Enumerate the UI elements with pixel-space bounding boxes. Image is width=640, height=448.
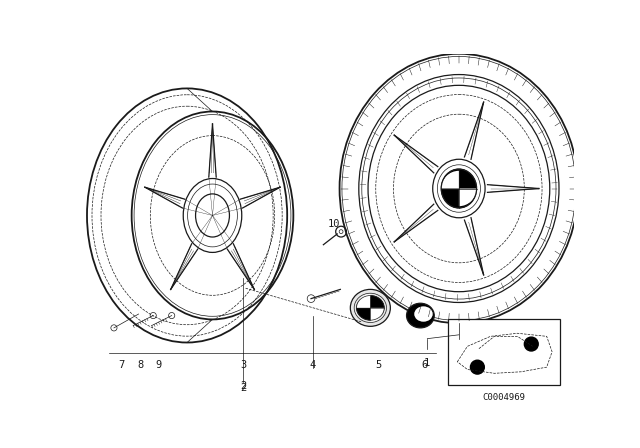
Text: 9: 9: [156, 360, 162, 370]
Text: 4: 4: [310, 360, 316, 370]
Text: 3: 3: [240, 360, 246, 370]
Ellipse shape: [406, 303, 435, 328]
Ellipse shape: [350, 289, 390, 326]
Text: 2: 2: [240, 383, 246, 393]
Circle shape: [470, 360, 484, 374]
Text: 7: 7: [118, 360, 125, 370]
Text: 8: 8: [137, 360, 143, 370]
Text: 6: 6: [421, 360, 428, 370]
Text: 2: 2: [240, 381, 246, 391]
Text: 5: 5: [375, 360, 381, 370]
Wedge shape: [459, 189, 477, 206]
Ellipse shape: [356, 296, 384, 320]
Ellipse shape: [441, 169, 477, 208]
Bar: [448, 319, 560, 385]
Wedge shape: [441, 171, 459, 189]
Wedge shape: [371, 308, 384, 322]
Ellipse shape: [414, 306, 433, 322]
Wedge shape: [356, 294, 371, 308]
Circle shape: [524, 337, 538, 351]
Text: 10: 10: [328, 220, 340, 229]
Text: C0004969: C0004969: [483, 393, 525, 402]
Text: 1: 1: [424, 358, 431, 368]
